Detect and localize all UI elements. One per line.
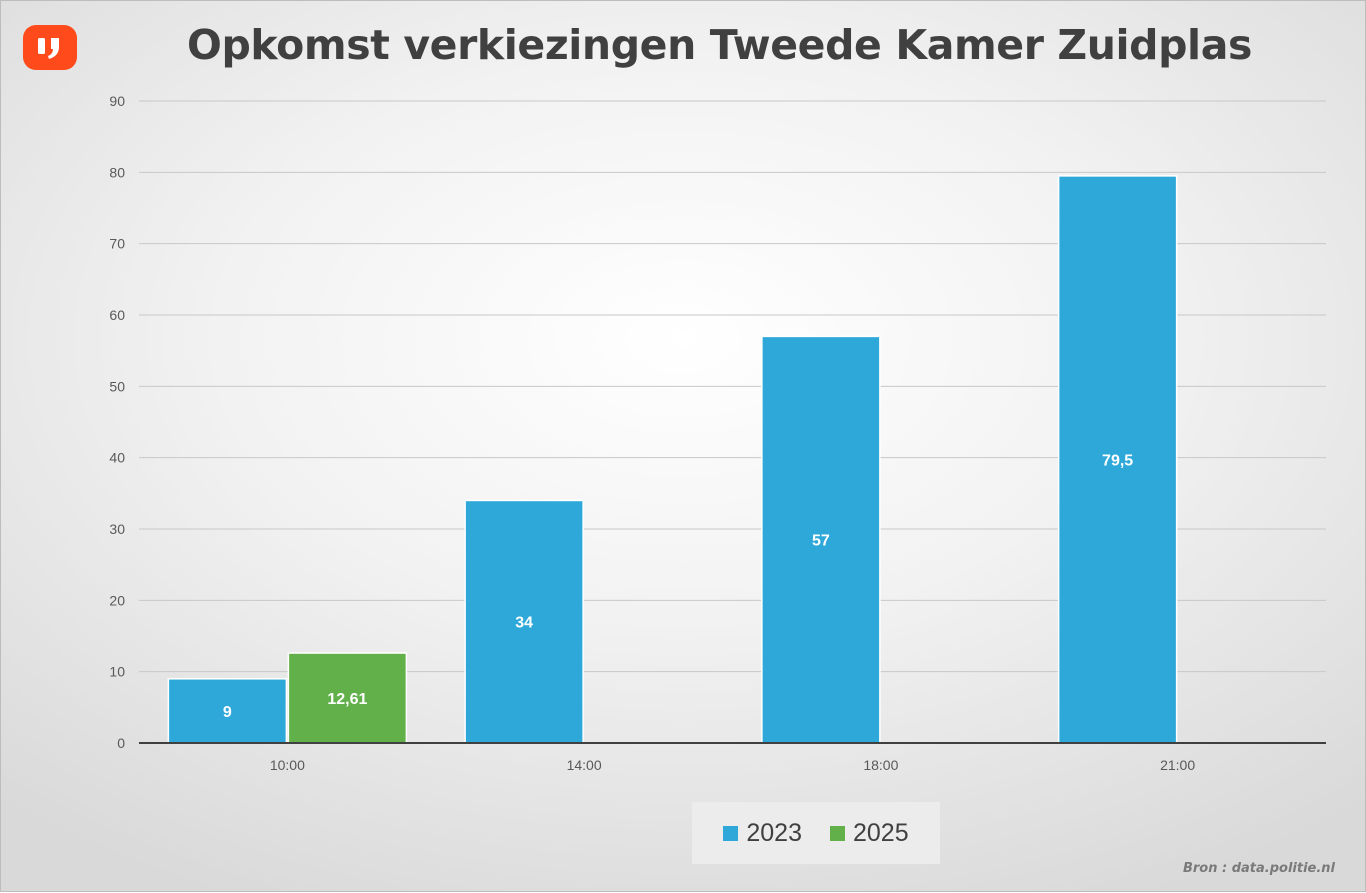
legend-item-2023: 2023 (723, 819, 802, 848)
logo (23, 25, 77, 70)
data-label-2023-14:00: 34 (515, 615, 533, 632)
legend-label-2023: 2023 (746, 818, 802, 847)
legend-item-2025: 2025 (830, 819, 909, 848)
data-label-2025-10:00: 12,61 (327, 691, 367, 708)
data-label-2023-21:00: 79,5 (1102, 452, 1133, 469)
y-tick-label-70: 70 (109, 236, 125, 252)
x-tick-label-21:00: 21:00 (1160, 757, 1195, 773)
y-tick-label-30: 30 (109, 521, 125, 537)
legend-swatch-2023 (723, 825, 739, 841)
y-tick-label-40: 40 (109, 450, 125, 466)
bar-2023-21:00 (1057, 175, 1178, 744)
x-tick-label-10:00: 10:00 (270, 757, 305, 773)
data-label-2023-10:00: 9 (223, 704, 232, 721)
y-tick-label-80: 80 (109, 164, 125, 180)
legend: 2023 2025 (692, 802, 940, 864)
y-tick-label-20: 20 (109, 592, 125, 608)
bar-2023-18:00 (761, 335, 881, 744)
chart-title: Opkomst verkiezingen Tweede Kamer Zuidpl… (187, 21, 1252, 69)
x-tick-label-14:00: 14:00 (567, 757, 602, 773)
y-tick-label-50: 50 (109, 378, 125, 394)
x-tick-label-18:00: 18:00 (863, 757, 898, 773)
y-tick-label-10: 10 (109, 664, 125, 680)
y-tick-label-0: 0 (117, 735, 125, 751)
data-label-2023-18:00: 57 (812, 533, 830, 550)
source-note: Bron : data.politie.nl (1182, 861, 1335, 876)
y-tick-label-60: 60 (109, 307, 125, 323)
legend-label-2025: 2025 (853, 818, 909, 847)
quote-mark-icon (38, 37, 59, 59)
y-tick-label-90: 90 (109, 93, 125, 109)
legend-swatch-2025 (830, 825, 845, 841)
